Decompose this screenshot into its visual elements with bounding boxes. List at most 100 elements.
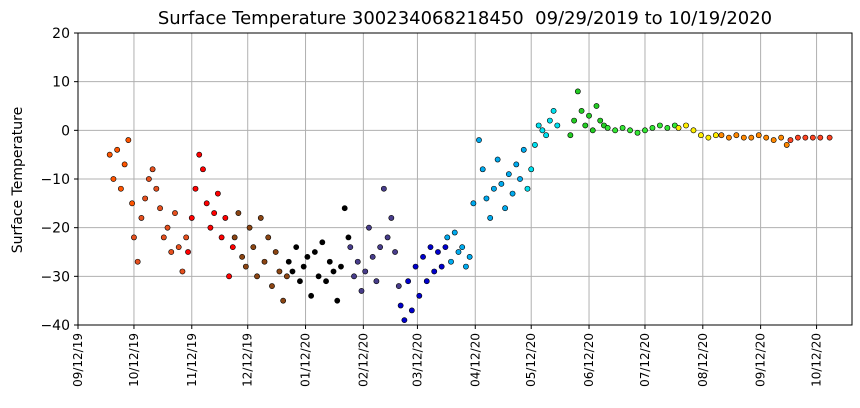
series-5	[347, 185, 402, 294]
data-point	[283, 273, 290, 280]
data-point	[226, 273, 232, 280]
data-point	[185, 249, 191, 255]
data-point	[494, 156, 501, 163]
data-point	[476, 137, 482, 143]
data-point	[319, 239, 326, 246]
data-point	[269, 283, 275, 289]
data-point	[330, 268, 337, 275]
x-tick-label: 12/12/19	[241, 333, 255, 387]
x-tick-label: 10/12/19	[127, 333, 141, 387]
data-point	[369, 253, 376, 260]
data-point	[351, 273, 357, 280]
data-point	[218, 234, 225, 241]
data-point	[297, 278, 303, 285]
data-point	[612, 127, 619, 134]
series-7	[444, 137, 527, 270]
data-point	[117, 185, 124, 192]
data-point	[412, 263, 419, 270]
data-point	[392, 249, 398, 255]
data-point	[505, 171, 512, 178]
data-point	[388, 215, 395, 221]
data-point	[718, 132, 725, 139]
data-point	[733, 132, 740, 139]
data-point	[121, 161, 128, 168]
data-point	[802, 134, 809, 141]
x-tick-label: 01/12/20	[299, 333, 313, 387]
data-point	[642, 127, 648, 134]
data-point	[550, 107, 557, 114]
y-axis-ticks: 20 10 0 −10 −20 −30 −40	[40, 26, 78, 334]
y-tick-label: −30	[40, 269, 70, 285]
data-point	[483, 195, 490, 202]
data-point	[431, 268, 438, 275]
data-point	[755, 132, 762, 139]
data-point	[235, 210, 242, 216]
data-point	[280, 297, 287, 304]
data-point	[442, 244, 449, 251]
data-point	[826, 134, 833, 141]
data-point	[254, 273, 260, 280]
data-point	[373, 278, 380, 285]
series-8	[524, 107, 561, 192]
data-point	[491, 185, 497, 192]
data-point	[664, 125, 671, 131]
data-point	[345, 234, 352, 241]
data-point	[795, 134, 801, 141]
x-tick-label: 02/12/20	[356, 333, 370, 387]
data-point	[420, 253, 426, 260]
data-point	[222, 215, 229, 221]
x-tick-label: 09/12/19	[71, 333, 85, 387]
data-point	[546, 117, 553, 124]
data-point	[582, 122, 589, 129]
data-point	[554, 122, 561, 129]
data-point	[285, 258, 292, 265]
data-point	[246, 224, 253, 231]
data-point	[175, 244, 182, 251]
data-point	[315, 273, 322, 280]
data-point	[358, 288, 365, 294]
data-point	[138, 215, 145, 221]
data-point	[145, 176, 152, 182]
data-point	[153, 185, 160, 192]
data-point	[455, 249, 462, 255]
data-point	[528, 166, 535, 173]
y-tick-label: 10	[52, 75, 70, 91]
data-point	[239, 253, 246, 260]
data-point	[196, 151, 203, 158]
data-point	[338, 263, 344, 270]
data-point	[509, 190, 516, 197]
y-tick-label: 0	[61, 123, 70, 139]
data-point	[416, 292, 423, 299]
data-point	[211, 210, 218, 216]
data-point	[423, 278, 430, 285]
data-point	[690, 127, 697, 134]
data-point	[157, 205, 163, 212]
data-point	[627, 127, 633, 134]
data-point	[589, 127, 596, 134]
data-point	[783, 142, 790, 148]
data-point	[438, 263, 445, 270]
x-tick-label: 05/12/20	[524, 333, 538, 387]
x-tick-label: 06/12/20	[582, 333, 596, 387]
data-point	[110, 176, 117, 182]
series-12	[718, 132, 790, 148]
data-point	[532, 142, 538, 148]
data-point	[593, 103, 600, 109]
data-point	[114, 146, 121, 153]
data-point	[272, 249, 279, 255]
data-point	[207, 224, 214, 231]
data-point	[125, 137, 132, 143]
data-point	[543, 132, 550, 139]
data-point	[304, 253, 311, 260]
data-point	[229, 244, 236, 251]
data-point	[149, 166, 156, 173]
data-point	[524, 185, 531, 192]
data-point	[604, 125, 611, 131]
data-point	[726, 134, 732, 141]
data-point	[770, 137, 777, 143]
data-point	[265, 234, 272, 241]
data-point	[160, 234, 167, 241]
data-point	[200, 166, 206, 173]
series-0	[106, 137, 135, 207]
data-point	[778, 134, 785, 141]
